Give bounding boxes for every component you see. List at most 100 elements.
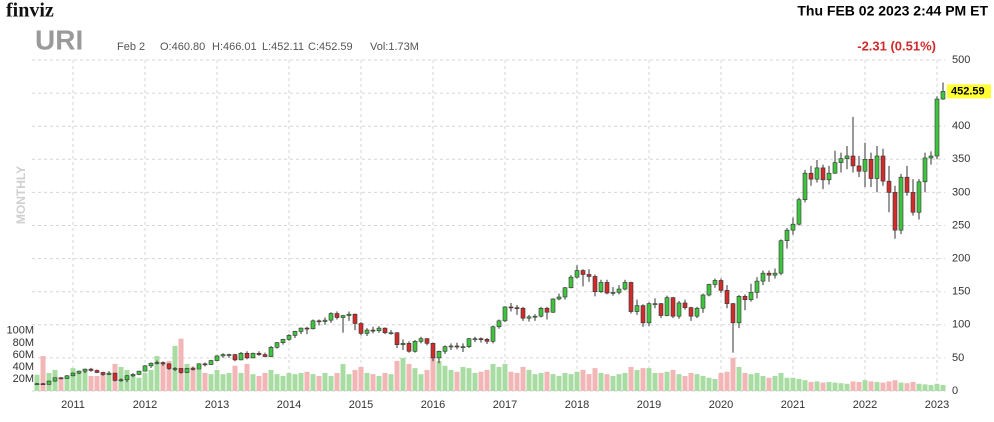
volume-bar: [586, 374, 592, 391]
candle-body: [142, 365, 148, 372]
volume-bar: [442, 365, 448, 391]
candle-body: [286, 335, 292, 340]
volume-bar: [418, 374, 424, 391]
volume-bar: [796, 378, 802, 391]
candle-body: [538, 307, 544, 317]
x-tick-label: 2013: [205, 399, 229, 411]
volume-bar: [244, 363, 250, 391]
volume-label: Vol:1.73M: [370, 41, 419, 53]
candle-body: [808, 172, 814, 180]
logo[interactable]: finviz: [6, 0, 54, 22]
candle-body: [526, 316, 532, 319]
candle-body: [568, 276, 574, 289]
volume-bar: [376, 375, 382, 391]
candle-body: [520, 307, 526, 319]
volume-bar: [562, 372, 568, 391]
candle-body: [244, 352, 250, 359]
volume-bar: [274, 374, 280, 391]
volume-bar: [880, 382, 886, 391]
volume-bar: [448, 369, 454, 391]
candle-body: [58, 377, 64, 380]
candle-body: [862, 159, 868, 172]
x-tick-label: 2019: [637, 399, 661, 411]
candle-body: [238, 352, 244, 361]
volume-bar: [166, 360, 172, 391]
volume-bar: [250, 374, 256, 391]
volume-bar: [70, 368, 76, 391]
volume-bar: [184, 363, 190, 391]
candle-body: [844, 155, 850, 159]
candle-body: [502, 306, 508, 322]
candle-body: [292, 331, 298, 336]
candle-body: [910, 192, 916, 213]
volume-bar: [592, 368, 598, 391]
candle-body: [322, 319, 328, 322]
candle-body: [934, 98, 940, 157]
volume-bar: [352, 369, 358, 391]
candle-body: [130, 374, 136, 377]
candle-body: [112, 372, 118, 381]
candle-body: [760, 272, 766, 282]
candle-body: [202, 363, 208, 366]
volume-bar: [88, 375, 94, 391]
volume-bar: [322, 372, 328, 391]
candle-body: [670, 297, 676, 317]
candle-body: [892, 192, 898, 231]
volume-bar: [478, 371, 484, 391]
candle-body: [100, 372, 106, 375]
x-tick-label: 2018: [565, 399, 589, 411]
volume-bar: [40, 356, 46, 391]
candle-body: [106, 372, 112, 375]
volume-bar: [424, 369, 430, 391]
candle-body: [442, 346, 448, 352]
candle-body: [688, 307, 694, 317]
volume-bar: [406, 363, 412, 391]
candle-body: [880, 155, 886, 182]
volume-bar: [64, 375, 70, 391]
volume-bar: [472, 372, 478, 391]
volume-bar: [262, 372, 268, 391]
y-tick-label: 150: [952, 286, 970, 298]
candle-body: [88, 368, 94, 371]
volume-bar: [178, 338, 184, 391]
volume-bar: [328, 375, 334, 391]
candle-body: [262, 354, 268, 357]
candle-body: [232, 354, 238, 361]
y-tick-label: 100: [952, 319, 970, 331]
candle-body: [208, 360, 214, 365]
y-tick-label: 350: [952, 153, 970, 165]
candle-body: [82, 368, 88, 372]
candle-body: [706, 284, 712, 296]
volume-bar: [688, 372, 694, 391]
volume-bar: [214, 369, 220, 391]
candle-body: [214, 355, 220, 361]
volume-bar: [502, 363, 508, 391]
volume-bar: [280, 375, 286, 391]
volume-bar: [850, 381, 856, 391]
volume-bar: [610, 375, 616, 391]
y-tick-label: 200: [952, 253, 970, 265]
volume-bar: [604, 374, 610, 391]
candle-body: [916, 181, 922, 213]
candle-body: [34, 383, 40, 386]
candle-body: [40, 383, 46, 386]
volume-bar: [712, 378, 718, 391]
x-tick-label: 2017: [493, 399, 517, 411]
volume-tick-label: 20M: [13, 373, 34, 385]
candle-body: [490, 326, 496, 342]
volume-bar: [466, 368, 472, 391]
candle-body: [220, 354, 226, 357]
x-tick-label: 2011: [61, 399, 85, 411]
candle-body: [508, 306, 514, 309]
volume-bar: [748, 374, 754, 391]
volume-bar: [766, 377, 772, 391]
volume-bar: [532, 374, 538, 391]
volume-bar: [886, 381, 892, 391]
candle-body: [256, 352, 262, 355]
candle-body: [652, 303, 658, 305]
x-tick-label: 2015: [349, 399, 373, 411]
candle-body: [382, 327, 388, 334]
candle-body: [304, 327, 310, 330]
volume-bar: [232, 365, 238, 391]
candle-body: [166, 363, 172, 369]
